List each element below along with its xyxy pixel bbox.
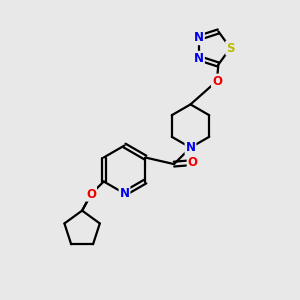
Text: O: O xyxy=(212,74,222,88)
Text: O: O xyxy=(188,156,198,169)
Text: O: O xyxy=(86,188,96,201)
Text: N: N xyxy=(185,141,196,154)
Text: N: N xyxy=(194,52,204,65)
Text: N: N xyxy=(194,31,204,44)
Text: N: N xyxy=(119,187,130,200)
Text: S: S xyxy=(226,41,235,55)
